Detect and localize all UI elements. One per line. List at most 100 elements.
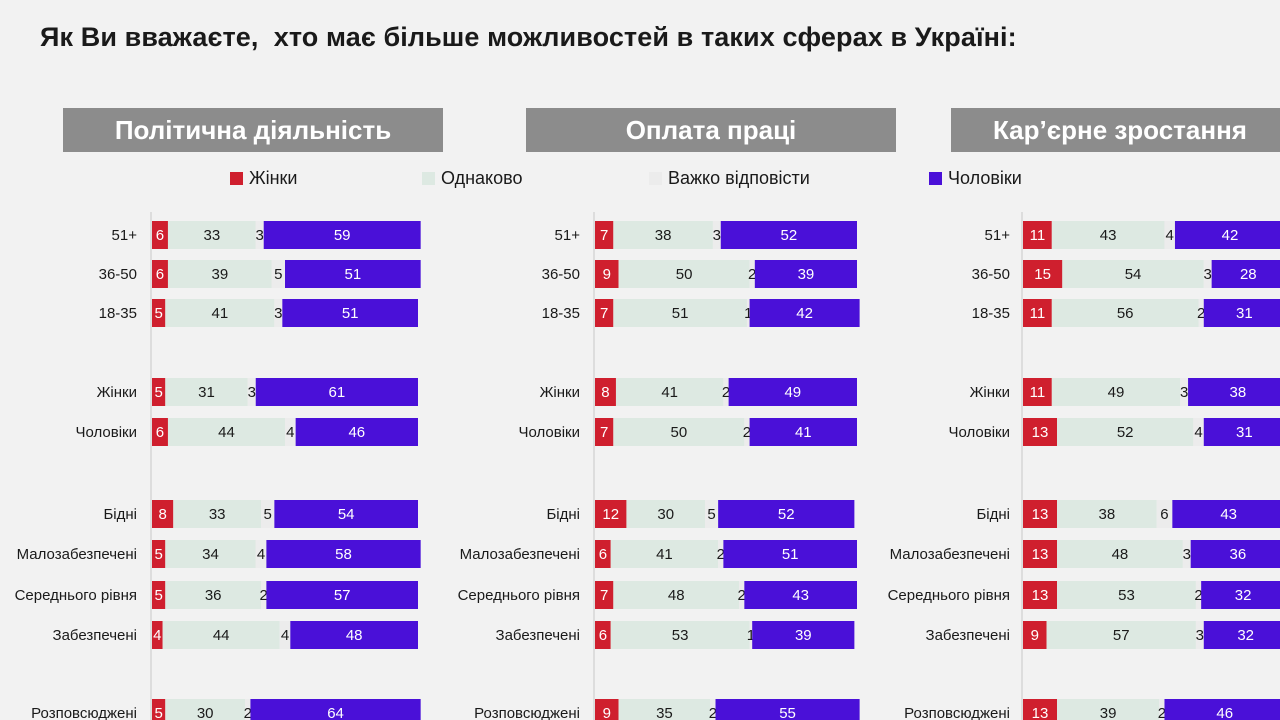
- bar-segment-men: [290, 621, 418, 649]
- bar-segment-hard: [723, 378, 729, 406]
- bar-segment-hard: [274, 299, 283, 327]
- bar-segment-equal: [1051, 378, 1181, 406]
- bar-segment-women: [595, 378, 616, 406]
- bar-segment-women: [152, 500, 174, 528]
- data-label-men: 36: [1229, 546, 1246, 563]
- data-label-equal: 38: [655, 227, 672, 244]
- legend-item-women: Жінки: [230, 168, 298, 189]
- data-label-equal: 31: [198, 384, 215, 401]
- row-label: 36-50: [99, 266, 137, 283]
- data-label-equal: 43: [1100, 227, 1117, 244]
- bar-segment-hard: [1195, 621, 1204, 649]
- bar-segment-men: [282, 299, 418, 327]
- row-label: Чоловіки: [75, 424, 137, 441]
- bar-segment-hard: [749, 621, 753, 649]
- bar-segment-hard: [1195, 581, 1202, 609]
- row-label: Жінки: [540, 384, 580, 401]
- legend-swatch-women: [230, 172, 243, 185]
- data-label-equal: 38: [1098, 506, 1115, 523]
- data-label-equal: 30: [197, 705, 214, 720]
- data-label-women: 13: [1032, 546, 1049, 563]
- bar-segment-men: [1203, 621, 1280, 649]
- bar-segment-men: [749, 299, 860, 327]
- bar-segment-women: [595, 221, 614, 249]
- bar-segment-women: [1023, 540, 1058, 568]
- bar-segment-equal: [167, 418, 285, 446]
- row-label: Малозабезпечені: [890, 546, 1010, 563]
- bar-segment-women: [152, 299, 166, 327]
- data-label-men: 58: [335, 546, 352, 563]
- bar-segment-women: [1023, 260, 1063, 288]
- data-label-men: 55: [779, 705, 796, 720]
- row-label: Середнього рівня: [458, 587, 580, 604]
- data-label-equal: 53: [1118, 587, 1135, 604]
- data-label-equal: 35: [656, 705, 673, 720]
- legend-label-hard: Важко відповісти: [668, 168, 810, 188]
- bar-segment-men: [1190, 540, 1280, 568]
- data-label-equal: 48: [668, 587, 685, 604]
- row-label: Розповсюджені: [474, 705, 580, 720]
- bar-segment-hard: [1198, 299, 1204, 327]
- row-label: 36-50: [972, 266, 1010, 283]
- bar-segment-men: [1174, 221, 1280, 249]
- bar-segment-hard: [1156, 500, 1173, 528]
- bar-segment-equal: [613, 581, 740, 609]
- row-label: Чоловіки: [948, 424, 1010, 441]
- data-label-men: 49: [784, 384, 801, 401]
- bar-segment-equal: [610, 621, 750, 649]
- bar-segment-women: [595, 500, 627, 528]
- data-label-women: 11: [1030, 305, 1046, 322]
- data-label-hard: 2: [260, 587, 268, 604]
- bar-segment-hard: [746, 299, 750, 327]
- bar-segment-men: [295, 418, 418, 446]
- data-label-men: 52: [781, 227, 798, 244]
- row-label: 36-50: [542, 266, 580, 283]
- bar-segment-hard: [271, 260, 285, 288]
- data-label-equal: 52: [1117, 424, 1134, 441]
- data-label-men: 51: [344, 266, 361, 283]
- bar-segment-men: [720, 221, 857, 249]
- bar-segment-men: [285, 260, 421, 288]
- bar-segment-hard: [1180, 378, 1189, 406]
- row-label: Розповсюджені: [31, 705, 137, 720]
- bar-segment-men: [754, 260, 857, 288]
- data-label-men: 31: [1236, 424, 1253, 441]
- bar-segment-equal: [165, 581, 262, 609]
- data-label-men: 39: [798, 266, 815, 283]
- data-label-equal: 49: [1108, 384, 1125, 401]
- data-label-hard: 5: [264, 506, 272, 523]
- data-label-hard: 2: [1194, 587, 1202, 604]
- data-label-women: 9: [603, 266, 611, 283]
- row-label: 51+: [985, 227, 1011, 244]
- bar-segment-hard: [279, 621, 291, 649]
- bar-segment-hard: [718, 540, 724, 568]
- bar-segment-equal: [1057, 418, 1194, 446]
- data-label-hard: 2: [743, 424, 751, 441]
- bar-segment-equal: [1057, 581, 1196, 609]
- bar-segment-hard: [705, 500, 719, 528]
- bar-segment-equal: [1057, 500, 1157, 528]
- bar-segment-equal: [165, 378, 248, 406]
- bar-segment-women: [152, 540, 166, 568]
- data-label-equal: 41: [661, 384, 678, 401]
- bar-segment-women: [1023, 378, 1052, 406]
- bar-segment-equal: [1051, 221, 1165, 249]
- bar-segment-men: [1188, 378, 1280, 406]
- bar-segment-women: [152, 221, 168, 249]
- data-label-equal: 30: [657, 506, 674, 523]
- bar-segment-hard: [255, 540, 267, 568]
- data-label-women: 15: [1034, 266, 1051, 283]
- bar-segment-hard: [255, 221, 264, 249]
- data-label-hard: 3: [1204, 266, 1212, 283]
- bar-segment-equal: [610, 540, 719, 568]
- data-label-equal: 54: [1125, 266, 1142, 283]
- data-label-hard: 5: [274, 266, 282, 283]
- bar-segment-equal: [162, 621, 280, 649]
- data-label-equal: 41: [211, 305, 228, 322]
- bar-segment-equal: [615, 378, 724, 406]
- row-label: Чоловіки: [518, 424, 580, 441]
- bar-segment-hard: [1203, 260, 1212, 288]
- legend-item-equal: Однаково: [422, 168, 523, 189]
- bar-segment-equal: [626, 500, 706, 528]
